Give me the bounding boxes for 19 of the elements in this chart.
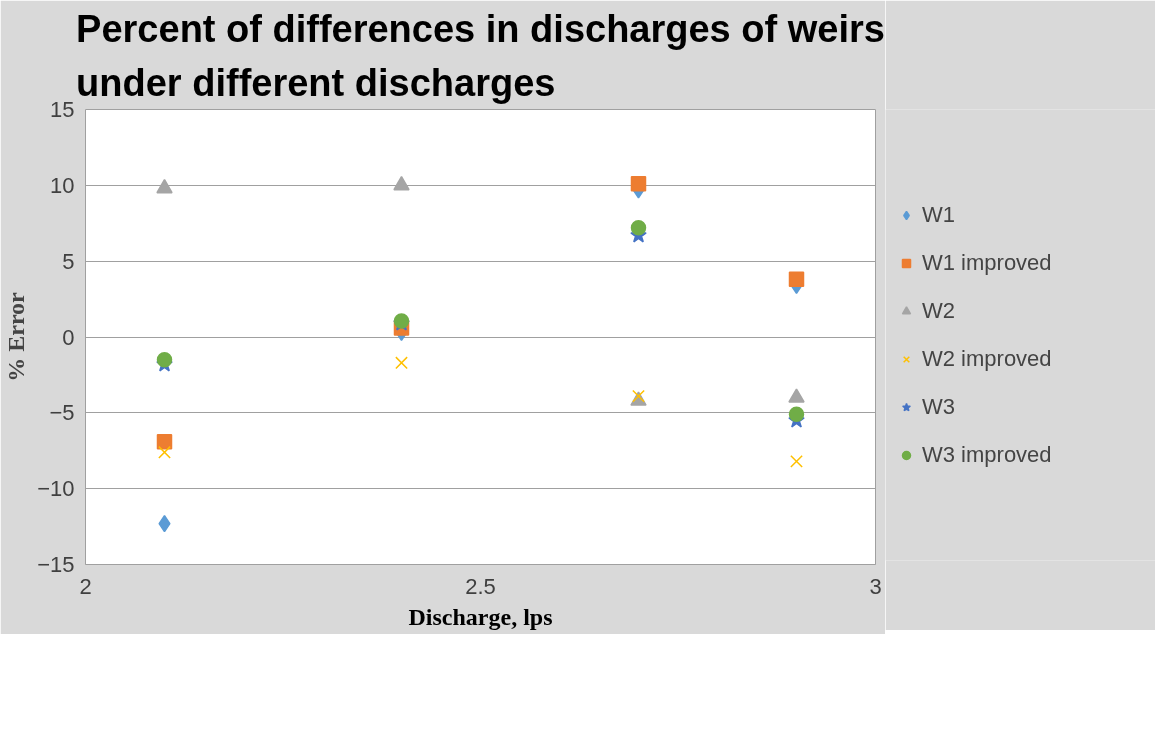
y-tick-label: 15 [50, 97, 75, 122]
y-tick-label: −10 [37, 476, 75, 502]
y-axis-title: % Error [3, 291, 30, 382]
y-tick-label: 10 [50, 172, 75, 198]
x-tick-label: 2 [79, 573, 92, 599]
x-tick-label: 3 [869, 573, 882, 599]
legend-label: W3 improved [922, 441, 1052, 468]
chart-title: Percent of differences in discharges of weirs under different discharges [76, 7, 885, 105]
legend-label: W2 [922, 297, 955, 324]
x-axis-title: Discharge, lps [408, 603, 553, 630]
legend-label: W3 [922, 393, 955, 420]
y-tick-label: −15 [37, 552, 75, 577]
y-tick-label: 5 [62, 248, 75, 274]
legend-label: W1 [922, 201, 955, 228]
y-tick-label: −5 [49, 400, 75, 426]
y-tick-label: 0 [62, 324, 75, 350]
legend-label: W2 improved [922, 345, 1052, 372]
x-tick-label: 2.5 [465, 573, 496, 599]
legend-label: W1 improved [922, 249, 1052, 276]
